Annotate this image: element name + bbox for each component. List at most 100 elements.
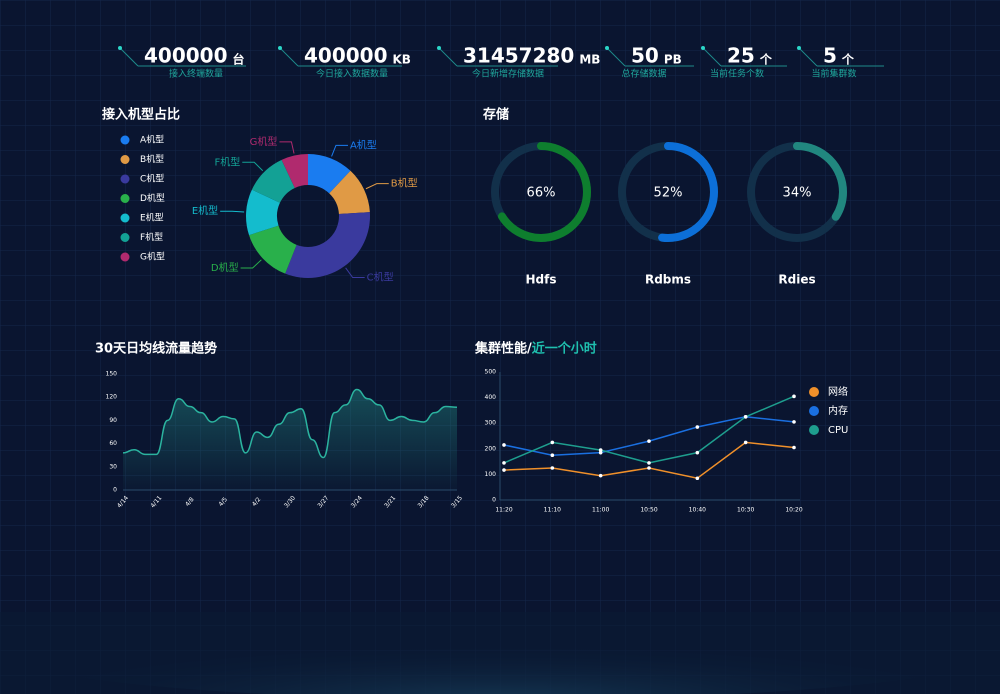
ring-arc [491,142,591,242]
legend-marker [120,252,130,262]
point [695,476,700,481]
stat-unit: KB [393,53,411,67]
stat-value: 5 [823,44,837,68]
legend-marker [120,174,130,184]
pie-slice [249,225,297,274]
ring-label: Rdies [778,273,815,287]
stat-dot [118,46,122,50]
y-tick-label: 500 [485,369,497,376]
leader-line [279,141,295,154]
y-tick-label: 300 [485,420,497,427]
chart-title: 集群性能/ [474,341,532,357]
point [743,440,748,445]
x-tick-label: 10:40 [689,507,706,514]
top-glow [0,0,1000,40]
chart-title: 接入机型占比 [102,107,180,123]
slice-label: E机型 [192,204,218,217]
bottom-band [0,612,1000,694]
stat-unit: 台 [233,52,245,67]
stat-dot [278,46,282,50]
point [598,450,603,455]
ring-value: 66% [527,186,556,201]
stat-unit: PB [664,53,682,67]
stat-label: 今日接入数据数量 [316,68,388,80]
stat-deco [702,47,722,67]
y-tick-label: 0 [492,497,496,504]
legend-label: C机型 [140,173,164,185]
y-tick-label: 60 [109,440,117,447]
slice-label: B机型 [391,177,418,190]
area-fill [123,389,457,490]
y-tick-label: 30 [109,463,117,470]
slice-label: D机型 [211,261,239,274]
stat-value: 31457280 [463,44,574,68]
point [502,461,506,465]
y-tick-label: 150 [106,371,118,378]
stat-deco [438,47,458,67]
point [502,468,506,472]
x-tick-label: 11:00 [592,507,609,514]
pie-slice [246,189,280,236]
legend-label: F机型 [140,231,163,243]
stat-label: 总存储数据 [621,68,666,80]
leader-line [242,161,264,172]
point [502,443,506,447]
y-tick-label: 200 [485,445,497,452]
x-tick-label: 4/5 [217,496,229,508]
stat-label: 当前集群数 [811,68,856,80]
point [647,466,651,470]
legend-marker [809,406,819,416]
x-tick-label: 10:50 [640,507,657,514]
point [550,466,555,470]
stat-unit: MB [579,53,600,67]
point [598,473,603,478]
ring-label: Rdbms [645,273,691,287]
x-tick-label: 4/2 [251,496,263,508]
chart-title: 30天日均线流量趋势 [95,341,217,357]
ring-value: 34% [783,186,812,201]
stat-dot [605,46,609,50]
y-tick-label: 0 [113,487,117,494]
stat-label: 接入终端数量 [169,68,223,80]
legend-label: E机型 [140,212,164,224]
pie-slice [281,154,308,188]
y-tick-label: 120 [106,394,118,401]
pie-slice [251,159,295,203]
slice-label: C机型 [367,270,394,283]
stat-deco [798,47,818,67]
leader-line [220,210,245,213]
stat-value: 50 [631,44,659,68]
stat-dot [797,46,801,50]
stat-deco [119,47,139,67]
point [695,450,700,455]
ring-arc [747,142,847,242]
stat-deco [606,47,626,67]
legend-label: 内存 [828,404,848,417]
legend-marker [120,135,130,145]
legend-label: CPU [828,425,848,436]
ring-arc [618,142,718,242]
legend-marker [120,194,130,203]
ring-label: Hdfs [526,273,557,287]
legend-marker [120,155,130,164]
stat-label: 今日新增存储数据 [472,68,544,80]
legend-marker [120,233,130,242]
pie-slice [308,154,351,194]
point [792,420,796,424]
legend-marker [809,425,819,435]
stat-unit: 个 [841,52,855,67]
pie-slice [285,212,370,278]
stat-dot [437,46,441,50]
y-tick-label: 100 [485,471,497,478]
point [598,448,603,452]
y-tick-label: 400 [485,394,497,401]
x-tick-label: 4/8 [184,496,196,508]
stat-value: 400000 [144,44,228,68]
x-tick-label: 10:30 [737,507,754,514]
x-tick-label: 10:20 [785,507,802,514]
legend-label: D机型 [140,192,165,204]
y-tick-label: 90 [109,417,117,424]
slice-label: G机型 [250,135,278,148]
